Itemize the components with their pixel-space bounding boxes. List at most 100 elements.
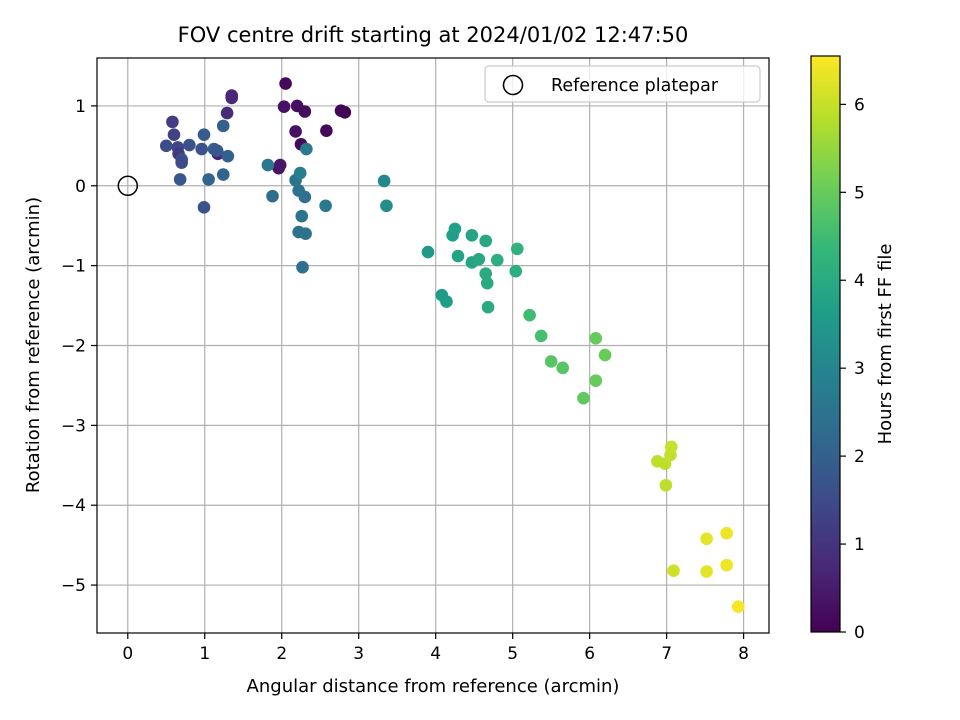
colorbar: 0 1 2 3 4 5 6 Hours from first FF file	[810, 55, 896, 643]
data-point	[481, 300, 495, 314]
data-point	[216, 119, 230, 133]
data-point	[479, 234, 493, 248]
data-point	[380, 199, 393, 213]
data-point	[509, 264, 523, 278]
data-point	[299, 227, 312, 240]
x-axis-label: Angular distance from reference (arcmin)	[247, 676, 620, 697]
gridlines	[97, 58, 769, 633]
colorbar-tick-label: 1	[854, 535, 865, 555]
data-point	[480, 276, 494, 290]
x-tick-label: 8	[738, 644, 749, 664]
colorbar-label: Hours from first FF file	[875, 244, 896, 445]
x-tick-label: 3	[353, 644, 364, 664]
chart-title: FOV centre drift starting at 2024/01/02 …	[178, 23, 689, 47]
data-point	[700, 532, 713, 546]
data-point	[465, 228, 479, 242]
reference-platepar-marker	[117, 175, 139, 197]
x-tick-label: 2	[276, 644, 287, 664]
x-tick-label: 7	[661, 644, 672, 664]
data-point	[221, 149, 235, 163]
colorbar-tick-label: 6	[854, 95, 865, 115]
data-point	[197, 128, 211, 141]
data-point	[197, 201, 211, 214]
data-point	[261, 158, 275, 172]
data-point	[159, 139, 173, 153]
data-point	[440, 295, 453, 308]
data-point	[210, 144, 224, 157]
data-point	[451, 249, 465, 263]
data-point	[298, 105, 312, 118]
data-point	[220, 106, 234, 120]
data-point	[266, 189, 279, 203]
data-point	[556, 361, 570, 375]
data-point	[448, 222, 462, 236]
data-point	[167, 128, 181, 141]
data-point	[589, 374, 603, 387]
data-point	[338, 106, 352, 119]
data-point	[273, 158, 287, 172]
data-point	[731, 600, 745, 613]
data-point	[700, 565, 713, 578]
data-point	[510, 242, 524, 256]
data-point	[577, 391, 590, 405]
reference-point-layer	[117, 175, 139, 197]
data-point	[225, 89, 239, 102]
colorbar-tick-label: 5	[854, 183, 865, 203]
data-point	[720, 558, 733, 572]
data-point	[166, 115, 179, 129]
data-point	[277, 100, 291, 114]
data-point	[319, 199, 332, 213]
data-point	[175, 156, 188, 169]
legend-reference-marker	[502, 74, 524, 96]
data-point	[295, 209, 309, 223]
y-tick-label: −5	[61, 576, 86, 596]
data-point	[523, 308, 536, 322]
data-point	[279, 77, 292, 90]
x-tick-label: 6	[584, 644, 595, 664]
data-point	[173, 173, 187, 186]
x-tick-label: 5	[507, 644, 518, 664]
data-point	[289, 125, 302, 138]
x-tick-label: 4	[430, 644, 441, 664]
data-point	[490, 253, 504, 267]
y-tick-label: −1	[61, 257, 86, 277]
x-axis-ticks: 0 1 2 3 4 5 6 7 8	[122, 633, 749, 664]
data-point	[195, 142, 208, 156]
data-point	[667, 564, 680, 578]
data-point	[293, 166, 307, 180]
data-point	[544, 355, 558, 368]
data-point	[296, 260, 309, 274]
y-tick-label: 0	[75, 177, 86, 197]
colorbar-ticks: 0 1 2 3 4 5 6	[840, 95, 865, 643]
data-point	[320, 124, 333, 137]
data-point	[534, 329, 548, 343]
legend: Reference platepar	[484, 65, 761, 103]
y-tick-label: −3	[61, 416, 86, 436]
data-point	[479, 267, 493, 280]
data-point	[598, 348, 612, 362]
colorbar-frame	[810, 55, 841, 633]
data-point	[472, 252, 486, 266]
data-point	[300, 142, 313, 156]
y-tick-label: −2	[61, 337, 86, 357]
data-point	[720, 526, 733, 540]
x-tick-label: 1	[199, 644, 210, 664]
data-point	[589, 332, 603, 345]
y-axis-ticks: 1 0 −1 −2 −3 −4 −5	[61, 97, 97, 596]
colorbar-tick-label: 3	[854, 359, 865, 379]
data-point	[421, 245, 435, 259]
data-point	[664, 440, 678, 454]
data-point	[659, 478, 673, 492]
legend-box	[484, 65, 761, 103]
data-point	[377, 174, 391, 188]
data-point	[202, 173, 215, 186]
data-points	[159, 77, 745, 613]
legend-entry-label: Reference platepar	[551, 76, 719, 96]
y-tick-label: 1	[75, 97, 86, 117]
data-point	[216, 168, 230, 181]
y-tick-label: −4	[61, 496, 86, 516]
data-point	[183, 138, 196, 152]
colorbar-tick-label: 2	[854, 447, 865, 467]
x-tick-label: 0	[122, 644, 133, 664]
